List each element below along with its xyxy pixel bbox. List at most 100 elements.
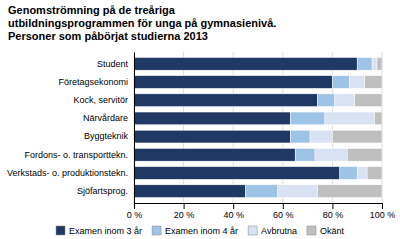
bar [290, 130, 310, 143]
bar [347, 148, 382, 161]
legend-swatch [56, 226, 65, 235]
title-line: Personer som påbörjat studierna 2013 [8, 30, 208, 42]
bar [357, 167, 367, 180]
tick-label: Verkstads- o. produktionstekn. [7, 168, 128, 178]
tick-label: 20 % [174, 210, 195, 220]
grid-line [134, 52, 135, 203]
bar [246, 185, 278, 198]
tick-label: Kock, servitör [73, 95, 128, 105]
bar [365, 76, 382, 89]
x-tick: 100 % [370, 203, 396, 220]
legend-swatch [152, 226, 161, 235]
bars [134, 57, 382, 197]
tick-label: Byggteknik [84, 131, 129, 141]
chart: Genomströmning på de treårigautbildnings… [0, 0, 400, 239]
bar [134, 148, 295, 161]
series [318, 57, 382, 197]
tick-label: 100 % [370, 210, 396, 220]
axis-line [135, 204, 383, 210]
bar [134, 112, 290, 125]
series [246, 57, 372, 197]
legend-label: Avbrutna [261, 226, 297, 236]
x-tick: 60 % [273, 203, 294, 220]
y-tick: Fordons- o. transporttekn. [24, 150, 134, 160]
title: Genomströmning på de treårigautbildnings… [8, 4, 276, 42]
bar [332, 130, 382, 143]
y-tick: Kock, servitör [73, 95, 134, 105]
tick-label: Sjöfartsprog. [77, 186, 128, 196]
tick-label: 60 % [273, 210, 294, 220]
legend-item: Examen inom 4 år [152, 226, 238, 236]
legend: Examen inom 3 år Examen inom 4 år Avbrutna… [56, 226, 344, 236]
x-tick: 0 % [127, 203, 143, 220]
bar [375, 112, 382, 125]
tick-label: 0 % [127, 210, 143, 220]
legend-label: Okänt [320, 226, 345, 236]
bar [134, 167, 340, 180]
bar [377, 57, 382, 70]
tick-mark [283, 203, 284, 209]
tick-mark [233, 203, 234, 209]
bar [318, 94, 335, 107]
bar [134, 94, 318, 107]
bar [134, 76, 332, 89]
y-tick: Byggteknik [84, 131, 134, 141]
grid-line [183, 52, 184, 203]
bar [290, 112, 325, 125]
bar [325, 112, 375, 125]
legend-item: Avbrutna [248, 226, 297, 236]
bar [134, 130, 290, 143]
bar [372, 57, 377, 70]
tick-label: 80 % [323, 210, 344, 220]
y-tick: Närvårdare [83, 113, 134, 123]
series [134, 57, 357, 197]
y-tick: Verkstads- o. produktionstekn. [7, 168, 134, 178]
bar [134, 185, 246, 198]
y-tick: Företagsekonomi [58, 77, 134, 87]
grid-line [382, 52, 383, 203]
bar [332, 76, 349, 89]
x-axis: 0 % 20 % 40 % 60 % 80 % 100 % [127, 203, 396, 220]
bar [350, 76, 365, 89]
tick-label: Student [97, 59, 129, 69]
bar [315, 148, 347, 161]
y-axis: Sjöfartsprog. Verkstads- o. produktionste… [7, 53, 135, 204]
grid [134, 52, 382, 203]
axis-line [134, 53, 135, 204]
legend-label: Examen inom 3 år [69, 226, 142, 236]
bar [134, 57, 357, 70]
bar [318, 185, 382, 198]
grid-line [282, 52, 283, 203]
tick-mark [332, 203, 333, 209]
bar [295, 148, 315, 161]
tick-label: 40 % [223, 210, 244, 220]
y-tick: Sjöfartsprog. [77, 186, 134, 196]
tick-mark [184, 203, 185, 209]
bar [340, 167, 357, 180]
x-tick: 80 % [323, 203, 344, 220]
tick-label: Företagsekonomi [58, 77, 128, 87]
legend-item: Examen inom 3 år [56, 226, 142, 236]
title-line: Genomströmning på de treåriga [8, 4, 176, 16]
legend-item: Okänt [307, 226, 345, 236]
tick-label: Närvårdare [83, 113, 128, 123]
bar [278, 185, 318, 198]
tick-label: Fordons- o. transporttekn. [24, 150, 128, 160]
bar [367, 167, 382, 180]
title-line: utbildningsprogrammen för unga på gymnas… [8, 17, 276, 29]
grid-line [332, 52, 333, 203]
bar [355, 94, 382, 107]
bar [310, 130, 332, 143]
legend-label: Examen inom 4 år [165, 226, 238, 236]
legend-swatch [307, 226, 316, 235]
tick-mark [382, 203, 383, 209]
grid-line [233, 52, 234, 203]
legend-swatch [248, 226, 257, 235]
x-tick: 40 % [223, 203, 244, 220]
tick-mark [134, 203, 135, 209]
x-tick: 20 % [174, 203, 195, 220]
series [278, 57, 377, 197]
bar [357, 57, 372, 70]
bar [335, 94, 355, 107]
y-tick: Student [97, 59, 134, 69]
